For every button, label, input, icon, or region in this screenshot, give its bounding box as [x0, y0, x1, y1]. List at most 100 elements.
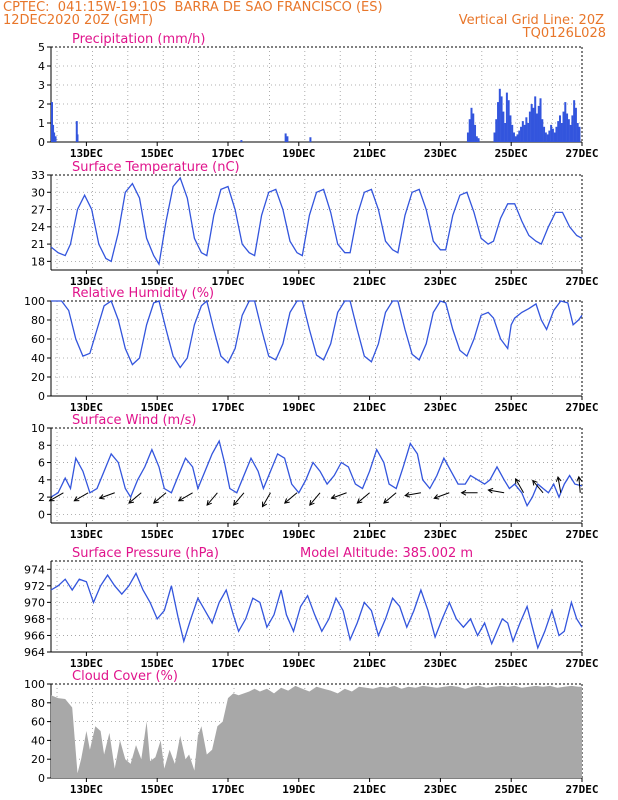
precip-bar [558, 115, 561, 142]
wind-arrow-head [309, 500, 315, 506]
precip-bar [578, 126, 581, 142]
precip-bar [543, 126, 546, 142]
x-tick-label: 21DEC [353, 657, 386, 670]
y-tick-label: 5 [38, 41, 45, 54]
y-tick-label: 27 [31, 204, 45, 217]
wind-arrow-shaft [357, 492, 370, 504]
wind-arrow-shaft [383, 492, 397, 504]
precip-bar [53, 132, 56, 142]
panel-title: Precipitation (mm/h) [72, 32, 205, 47]
precip-bar [309, 137, 312, 142]
x-tick-label: 23DEC [424, 401, 457, 414]
precip-bar [520, 126, 523, 142]
x-tick-label: 21DEC [353, 401, 386, 414]
precip-bar [497, 102, 500, 142]
y-tick-label: 0 [38, 772, 45, 785]
wind-arrow-head [177, 496, 184, 502]
precip-bar [240, 140, 243, 142]
precip-bar [504, 123, 507, 142]
precip-bar [509, 115, 512, 142]
precip-bar [573, 100, 576, 142]
panel-title: Surface Wind (m/s) [72, 413, 196, 428]
y-tick-label: 60 [31, 716, 45, 729]
wind-arrow-shaft [515, 478, 525, 494]
y-tick-label: 0 [38, 508, 45, 521]
precip-bar [535, 113, 538, 142]
precip-bar [576, 123, 579, 142]
series-line [50, 571, 583, 650]
precip-bar [525, 117, 528, 142]
precip-bar [284, 133, 287, 142]
wind-arrow-head [98, 494, 105, 500]
header-model-code: TQ0126L028 [522, 26, 606, 41]
precip-bar [562, 111, 565, 142]
wind-arrow-shaft [153, 492, 167, 504]
precip-bar [76, 134, 79, 142]
y-tick-label: 968 [24, 613, 45, 626]
x-tick-label: 25DEC [495, 783, 528, 796]
precip-bar [511, 124, 514, 142]
panel-title: Cloud Cover (%) [72, 669, 178, 684]
x-tick-label: 19DEC [282, 528, 315, 541]
y-tick-label: 972 [24, 580, 45, 593]
y-tick-label: 970 [24, 596, 45, 609]
precip-bar [534, 96, 537, 142]
y-tick-label: 966 [24, 629, 45, 642]
header-grid-line: Vertical Grid Line: 20Z [458, 13, 604, 28]
wind-arrow-shaft [284, 492, 298, 504]
panel-4: 0 2 4 6 8 10 13DEC 15DEC 17DEC 19DEC 21DEC 23DEC 25D… [31, 413, 599, 541]
x-tick-label: 13DEC [70, 401, 103, 414]
wind-arrow-shaft [578, 476, 581, 493]
precip-bar [560, 123, 563, 142]
precip-bar [574, 107, 577, 142]
wind-arrow-head [433, 494, 440, 500]
panel-6: 0 20 40 60 80 100 13DEC 15DEC 17DEC 19DEC 21DEC 23D… [24, 669, 599, 796]
panel-5: 964 966 968 970 972 974 13DEC 15DEC 17DEC 19DEC 21… [24, 546, 599, 670]
precip-bar [564, 102, 567, 142]
wind-arrow-shaft [532, 480, 544, 494]
panel-3: 0 20 40 60 80 100 13DEC 15DEC 17DEC 19DEC 21DEC 23D… [24, 286, 599, 414]
wind-arrow-head [460, 489, 467, 496]
wind-arrow-shaft [49, 492, 64, 502]
x-tick-label: 21DEC [353, 147, 386, 160]
y-tick-label: 33 [31, 169, 45, 182]
x-tick-label: 13DEC [70, 528, 103, 541]
x-tick-label: 25DEC [495, 657, 528, 670]
precip-bar [532, 107, 535, 142]
precip-bar [477, 138, 480, 142]
x-tick-label: 13DEC [70, 147, 103, 160]
x-tick-label: 21DEC [353, 528, 386, 541]
x-tick-label: 23DEC [424, 528, 457, 541]
precip-bar [470, 107, 473, 142]
precip-bar [523, 124, 526, 142]
precip-bar [544, 132, 547, 142]
y-tick-label: 1 [38, 117, 45, 130]
y-tick-label: 100 [24, 295, 45, 308]
wind-arrow-shaft [405, 492, 422, 497]
x-tick-label: 27DEC [565, 401, 598, 414]
wind-arrow-head [356, 498, 363, 504]
wind-arrow-shaft [233, 492, 245, 506]
series-line [50, 176, 583, 267]
precip-bar [550, 124, 553, 142]
x-tick-label: 23DEC [424, 657, 457, 670]
y-tick-label: 20 [31, 371, 45, 384]
series-line [51, 299, 583, 369]
precip-bar [528, 111, 531, 142]
wind-arrow-shaft [557, 476, 562, 493]
wind-arrow-head [515, 478, 521, 484]
x-tick-label: 19DEC [282, 401, 315, 414]
y-tick-label: 3 [38, 79, 45, 92]
precip-bar [569, 124, 572, 142]
x-tick-label: 23DEC [424, 275, 457, 288]
series-line [50, 439, 583, 508]
x-tick-label: 27DEC [565, 528, 598, 541]
wind-arrow-shaft [262, 492, 271, 507]
wind-arrow-shaft [74, 492, 89, 502]
y-tick-label: 0 [38, 136, 45, 149]
y-tick-label: 0 [38, 390, 45, 403]
x-tick-label: 13DEC [70, 275, 103, 288]
x-tick-label: 19DEC [282, 783, 315, 796]
y-tick-label: 40 [31, 734, 45, 747]
wind-arrow-shaft [206, 492, 218, 506]
